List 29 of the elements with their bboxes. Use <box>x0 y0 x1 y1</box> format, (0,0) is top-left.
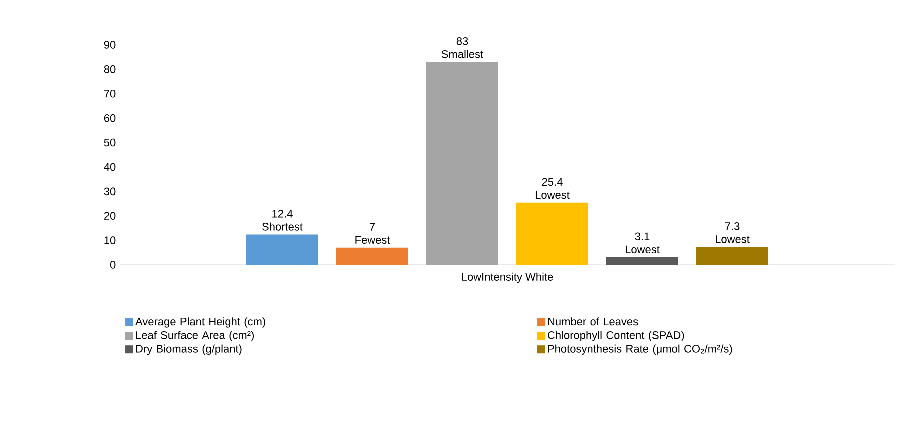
y-tick-label: 40 <box>104 163 116 172</box>
y-tick-label: 80 <box>104 66 116 74</box>
bar <box>516 202 589 265</box>
data-label: 12.4 Shortest <box>262 210 303 231</box>
x-tick-label: LowIntensity White <box>462 272 554 284</box>
y-tick-label: 50 <box>104 138 116 147</box>
legend-label: Photosynthesis Rate (μmol CO₂/m²/s) <box>548 344 732 356</box>
y-tick-label: 10 <box>104 236 116 244</box>
y-tick-label: 70 <box>104 90 116 98</box>
legend-label: Average Plant Height (cm) <box>136 318 266 328</box>
bar <box>246 234 319 265</box>
legend-label: Chlorophyll Content (SPAD) <box>548 331 684 342</box>
legend-label: Leaf Surface Area (cm²) <box>136 331 254 342</box>
bar <box>606 257 679 265</box>
y-tick-label: 20 <box>104 212 116 220</box>
data-label: 3.1 Lowest <box>626 232 660 254</box>
bar <box>336 248 409 265</box>
y-tick-label: 0 <box>110 261 116 269</box>
bar <box>696 247 769 265</box>
data-label: 7 Fewest <box>356 223 390 244</box>
y-tick-label: 90 <box>104 41 116 49</box>
data-label: 7.3 Lowest <box>716 222 750 244</box>
bar <box>426 62 499 265</box>
data-label: 83 Smallest <box>442 37 484 58</box>
legend-label: Number of Leaves <box>548 318 638 326</box>
legend-label: Dry Biomass (g/plant) <box>136 344 242 356</box>
y-tick-label: 30 <box>104 188 116 196</box>
data-label: 25.4 Lowest <box>536 178 570 200</box>
y-tick-label: 60 <box>104 114 116 122</box>
